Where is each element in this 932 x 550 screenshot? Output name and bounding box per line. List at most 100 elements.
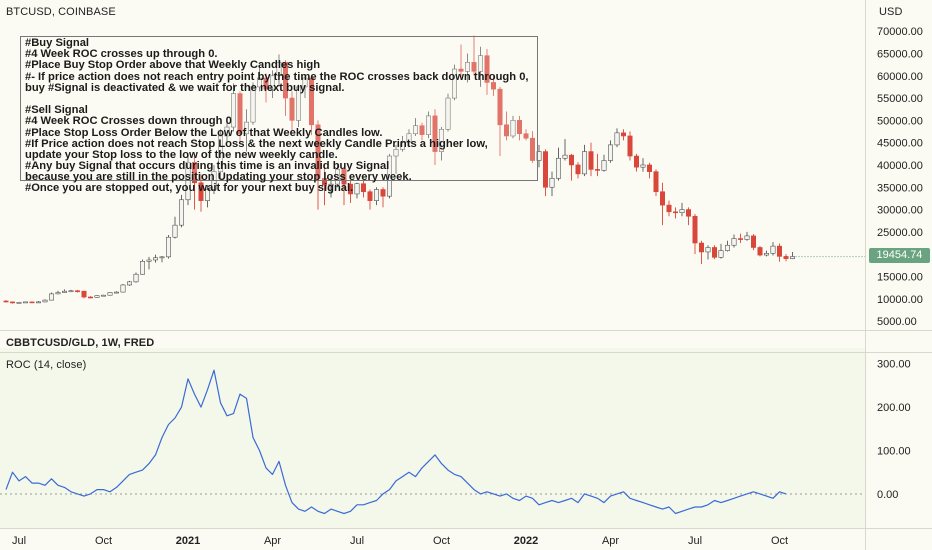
candle-body <box>718 250 724 258</box>
candle <box>224 122 230 143</box>
candle <box>659 182 665 226</box>
candle <box>256 67 262 92</box>
annotation-line: #Buy Signal <box>25 37 90 49</box>
candle <box>334 164 340 188</box>
time-tick-label: Jul <box>12 535 26 547</box>
candle-body <box>451 68 457 99</box>
candle <box>763 250 769 257</box>
price-tick-label: 60000.00 <box>877 71 923 83</box>
candle <box>347 180 353 203</box>
candle-body <box>347 183 353 195</box>
candle-body <box>633 155 639 168</box>
candle <box>101 294 107 297</box>
price-tick-label: 15000.00 <box>877 271 923 283</box>
candle <box>731 234 737 248</box>
price-tick-label: 45000.00 <box>877 138 923 150</box>
candle-body <box>523 133 529 139</box>
candle-body <box>594 169 600 171</box>
candle <box>140 259 146 275</box>
time-tick-label: Oct <box>95 535 112 547</box>
time-tick-label: Jul <box>688 535 702 547</box>
time-tick-label: Apr <box>602 535 619 547</box>
candle-body <box>724 244 730 251</box>
candle <box>302 76 308 99</box>
candle-body <box>445 97 451 130</box>
candle <box>146 256 152 270</box>
candle <box>620 129 626 141</box>
candle-body <box>146 259 152 262</box>
candle <box>601 154 607 172</box>
candle-body <box>536 151 542 161</box>
candle <box>107 292 113 296</box>
candle <box>68 289 74 293</box>
candle <box>568 153 574 181</box>
candle-body <box>510 120 516 137</box>
candle <box>3 300 9 303</box>
candle-body <box>575 164 581 175</box>
candle <box>464 53 470 83</box>
candle-body <box>360 183 366 193</box>
candle-body <box>770 245 776 254</box>
candle <box>42 299 48 303</box>
candle-body <box>185 161 191 201</box>
candle-body <box>81 290 87 298</box>
candle-body <box>107 292 113 296</box>
candle <box>289 91 295 132</box>
candle <box>445 93 451 132</box>
candle-body <box>685 209 691 217</box>
candle-body <box>614 132 620 146</box>
candle <box>127 280 133 286</box>
time-tick-label: Oct <box>433 535 450 547</box>
candle-body <box>386 155 392 197</box>
annotation-line: #4 Week ROC Crosses down through 0 <box>25 115 232 128</box>
roc-legend-label: ROC (14, close) <box>6 359 87 371</box>
candle <box>269 70 275 99</box>
candle-body <box>75 290 81 293</box>
candle <box>81 290 87 299</box>
candle-body <box>341 169 347 185</box>
indicator-symbol-label: CBBTCUSD/GLD, 1W, FRED <box>6 337 155 349</box>
candle-body <box>276 62 282 77</box>
candle-body <box>737 238 743 240</box>
candle <box>783 254 789 262</box>
candle <box>692 214 698 255</box>
annotation-line: buy #Signal is deactivated & we wait for… <box>25 81 345 94</box>
candle-body <box>35 301 41 304</box>
candle <box>432 109 438 165</box>
candle-body <box>607 144 613 161</box>
candle <box>653 169 659 197</box>
candle <box>406 129 412 148</box>
candle <box>718 243 724 259</box>
candle-body <box>406 133 412 143</box>
candle <box>685 207 691 226</box>
candle <box>711 245 717 260</box>
price-tick-label: 50000.00 <box>877 115 923 127</box>
roc-series <box>5 369 787 515</box>
candle-body <box>776 245 782 257</box>
candle-body <box>497 88 503 126</box>
candle <box>581 144 587 177</box>
candle-body <box>321 178 327 186</box>
candle-body <box>295 86 301 121</box>
candle <box>328 176 334 198</box>
candle-body <box>783 256 789 259</box>
candle-body <box>114 291 120 294</box>
price-tick-label: 55000.00 <box>877 93 923 105</box>
candle-body <box>399 142 405 150</box>
candle <box>341 168 347 206</box>
candle-body <box>367 191 373 201</box>
candle <box>231 83 237 132</box>
candle <box>166 234 172 259</box>
candle-body <box>22 301 28 304</box>
candle <box>367 189 373 210</box>
candle <box>419 122 425 141</box>
candle <box>705 245 711 260</box>
candle <box>744 231 750 241</box>
candle <box>263 73 269 103</box>
candle <box>276 54 282 87</box>
time-tick-label: 2021 <box>176 535 200 547</box>
candle <box>542 149 548 197</box>
candle <box>244 109 250 152</box>
price-tick-label: 40000.00 <box>877 160 923 172</box>
candle <box>438 127 444 161</box>
